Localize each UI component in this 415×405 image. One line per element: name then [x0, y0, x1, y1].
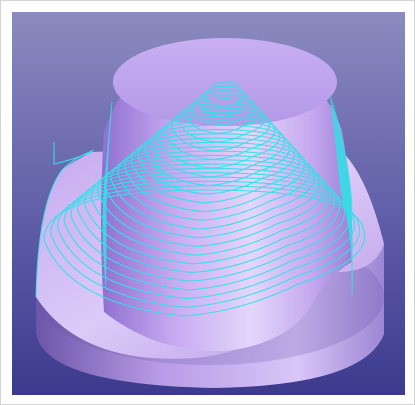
toolpath-ring [43, 189, 366, 317]
toolpath-rings [43, 81, 366, 317]
toolpath-ring [204, 85, 245, 108]
cad-model-render [35, 38, 384, 388]
toolpath-ring [90, 159, 331, 256]
toolpath-ring [63, 176, 351, 291]
toolpath-ring [198, 90, 250, 117]
toolpath-walls [102, 95, 353, 297]
toolpath-ring [50, 185, 361, 308]
toolpath-ring [211, 81, 240, 100]
toolpath-ring [103, 150, 321, 239]
toolpath-ring [97, 154, 326, 247]
toolpath-ring [130, 133, 301, 204]
toolpath-ring [191, 94, 255, 126]
toolpath-wall-right [330, 100, 353, 207]
toolpath-wall-right [329, 95, 353, 203]
toolpath-ring [157, 116, 280, 169]
toolpath-ring [177, 103, 265, 143]
toolpath-ring [150, 120, 285, 178]
toolpath-ring [83, 163, 336, 265]
toolpath-wall-right [340, 190, 353, 297]
toolpath-wall-left [102, 196, 107, 287]
toolpath-ring [77, 167, 341, 274]
toolpath-ring [70, 172, 346, 282]
3d-viewport[interactable] [12, 12, 405, 395]
flange-edge-lines [35, 142, 95, 298]
